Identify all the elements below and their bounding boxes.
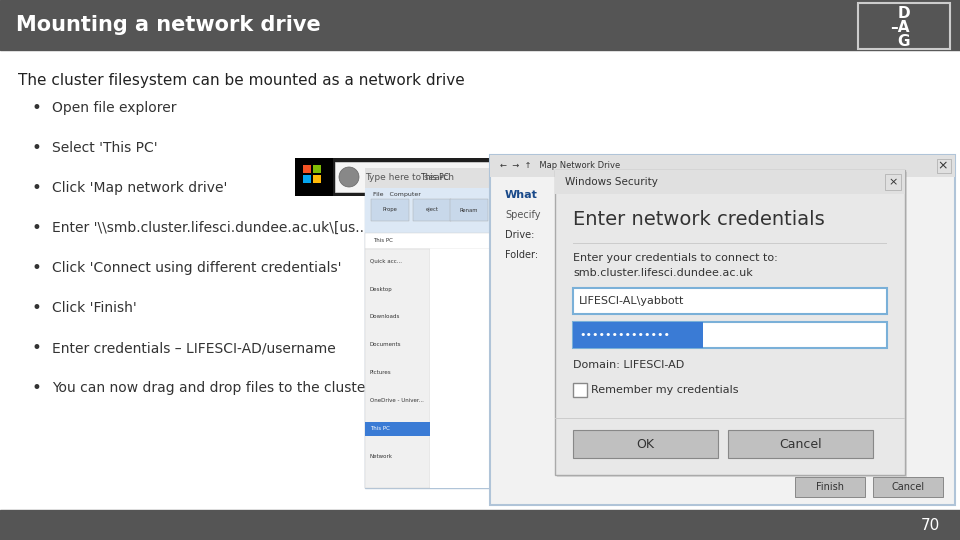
Bar [885,174,901,190]
Text: Domain: LIFESCI-AD: Domain: LIFESCI-AD [573,360,684,370]
Text: Enter credentials – LIFESCI-AD/username: Enter credentials – LIFESCI-AD/username [52,341,336,355]
Bar [490,155,955,177]
Bar [365,422,430,436]
Text: Enter '\\smb.cluster.lifesci.dundee.ac.uk\[us...: Enter '\\smb.cluster.lifesci.dundee.ac.u… [52,221,369,235]
Text: Prope: Prope [383,207,397,213]
Text: Open file explorer: Open file explorer [52,101,177,115]
Text: What: What [505,190,538,200]
Text: OneDrive - Univer...: OneDrive - Univer... [370,399,424,403]
Text: Enter your credentials to connect to:: Enter your credentials to connect to: [573,253,778,263]
Text: ×: × [938,159,948,172]
Bar [430,249,535,488]
Text: G: G [898,33,910,49]
Text: ••••••••••••••: •••••••••••••• [579,330,670,340]
Bar [555,418,905,419]
Bar [365,188,535,233]
Bar [365,249,430,488]
Bar [728,430,873,458]
Text: Click 'Connect using different credentials': Click 'Connect using different credentia… [52,261,342,275]
Bar [295,158,510,196]
Text: •: • [32,179,42,197]
Text: Desktop: Desktop [370,287,393,292]
Bar [365,168,535,488]
Bar [858,3,950,49]
Bar [937,159,951,173]
Text: LIFESCI-AL\yabbott: LIFESCI-AL\yabbott [579,296,684,306]
Text: The cluster filesystem can be mounted as a network drive: The cluster filesystem can be mounted as… [18,72,465,87]
Bar [313,175,321,183]
Text: OK: OK [636,437,655,450]
Text: Mounting a network drive: Mounting a network drive [16,15,321,35]
Text: Downloads: Downloads [370,314,400,320]
Text: eject: eject [425,207,439,213]
Bar [557,172,907,477]
Text: File   Computer: File Computer [373,192,420,197]
Text: ×: × [888,177,898,187]
Bar [0,50,960,510]
Text: Folder:: Folder: [505,250,539,260]
Bar [371,199,409,221]
Text: Enter network credentials: Enter network credentials [573,210,825,229]
Bar [573,322,887,348]
Bar [295,158,333,196]
Bar [573,288,887,314]
Bar [555,170,905,475]
Bar [0,0,960,50]
Text: Pictures: Pictures [370,370,392,375]
Text: smb.cluster.lifesci.dundee.ac.uk: smb.cluster.lifesci.dundee.ac.uk [573,268,753,278]
Text: Remember my credentials: Remember my credentials [591,385,738,395]
Text: Cancel: Cancel [780,437,822,450]
Text: •: • [32,339,42,357]
Bar [303,165,311,173]
Text: •: • [32,379,42,397]
Bar [573,243,887,244]
Text: •: • [32,139,42,157]
Bar [413,199,451,221]
Text: Drive:: Drive: [505,230,535,240]
Bar [490,155,955,505]
Text: •: • [32,259,42,277]
Text: Renam: Renam [460,207,478,213]
Text: This PC: This PC [421,173,449,183]
Bar [450,199,488,221]
Text: Finish: Finish [816,482,844,492]
Bar [313,165,321,173]
Text: •: • [32,219,42,237]
Text: Type here to search: Type here to search [365,172,454,181]
Text: 70: 70 [921,517,940,532]
Text: Specify: Specify [505,210,540,220]
Bar [873,477,943,497]
Text: Select 'This PC': Select 'This PC' [52,141,157,155]
Text: This PC: This PC [370,427,390,431]
Text: –A: –A [890,21,910,36]
Bar [303,175,311,183]
Text: •: • [32,299,42,317]
Bar [573,430,718,458]
Text: Network: Network [370,455,393,460]
Text: D: D [898,5,910,21]
Text: ←  →  ↑   Map Network Drive: ← → ↑ Map Network Drive [500,161,620,171]
Text: Windows Security: Windows Security [565,177,658,187]
Text: Click 'Finish': Click 'Finish' [52,301,136,315]
Text: Quick acc...: Quick acc... [370,259,402,264]
Bar [573,322,703,348]
Text: You can now drag and drop files to the cluste...: You can now drag and drop files to the c… [52,381,378,395]
Bar [365,168,535,188]
Bar [335,162,505,192]
Circle shape [339,167,359,187]
Text: •: • [32,99,42,117]
Bar [0,510,960,540]
Bar [795,477,865,497]
Bar [365,233,535,249]
Bar [573,383,587,397]
Bar [555,170,905,194]
Text: This PC: This PC [373,239,393,244]
Text: Documents: Documents [370,342,401,348]
Text: Click 'Map network drive': Click 'Map network drive' [52,181,228,195]
Text: Cancel: Cancel [892,482,924,492]
